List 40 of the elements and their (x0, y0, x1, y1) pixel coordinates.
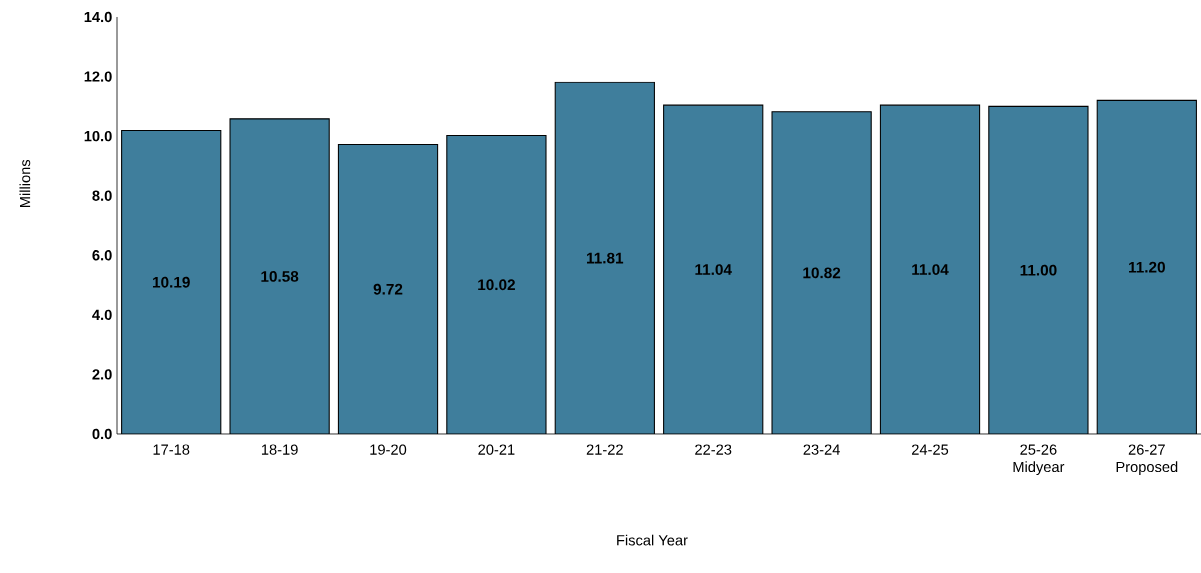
y-tick-label: 0.0 (92, 428, 112, 440)
data-label: 10.58 (261, 270, 299, 282)
y-tick-label: 8.0 (92, 190, 112, 201)
x-tick-label: 26-27 Proposed (1116, 444, 1178, 475)
bar (772, 111, 872, 434)
data-label: 11.04 (695, 264, 732, 275)
y-tick-label: 4.0 (92, 309, 112, 321)
x-tick-label: 21-22 (586, 444, 623, 455)
data-label: 11.81 (587, 252, 624, 264)
bar (338, 144, 438, 434)
y-axis-title: Millions (19, 159, 31, 208)
x-tick-label: 18-19 (261, 444, 298, 455)
bar (880, 105, 980, 434)
x-tick-label: 17-18 (153, 444, 190, 455)
x-tick-label: 25-26 Midyear (1013, 444, 1065, 475)
x-tick-label: 22-23 (695, 444, 732, 455)
data-label: 10.82 (803, 267, 841, 279)
bar (555, 82, 655, 434)
y-tick-label: 10.0 (84, 130, 112, 142)
x-tick-label: 20-21 (478, 444, 515, 455)
x-tick-label: 19-20 (370, 444, 407, 455)
y-tick-label: 12.0 (84, 71, 112, 82)
data-label: 10.02 (478, 279, 515, 291)
bar (663, 105, 763, 434)
x-tick-label: 23-24 (803, 444, 840, 455)
bar (121, 130, 221, 434)
y-tick-label: 6.0 (92, 250, 112, 261)
bar (988, 106, 1088, 434)
data-label: 11.04 (912, 264, 949, 275)
y-tick-label: 2.0 (92, 369, 112, 380)
data-label: 10.19 (152, 276, 190, 288)
y-tick-label: 14.0 (84, 11, 112, 23)
data-label: 9.72 (373, 283, 403, 295)
x-axis-title: Fiscal Year (617, 534, 688, 546)
bar (1096, 99, 1197, 434)
bar (230, 118, 330, 434)
bar (446, 135, 546, 434)
x-tick-label: 24-25 (911, 444, 949, 455)
data-label: 11.20 (1129, 261, 1165, 273)
data-label: 11.00 (1020, 264, 1057, 276)
